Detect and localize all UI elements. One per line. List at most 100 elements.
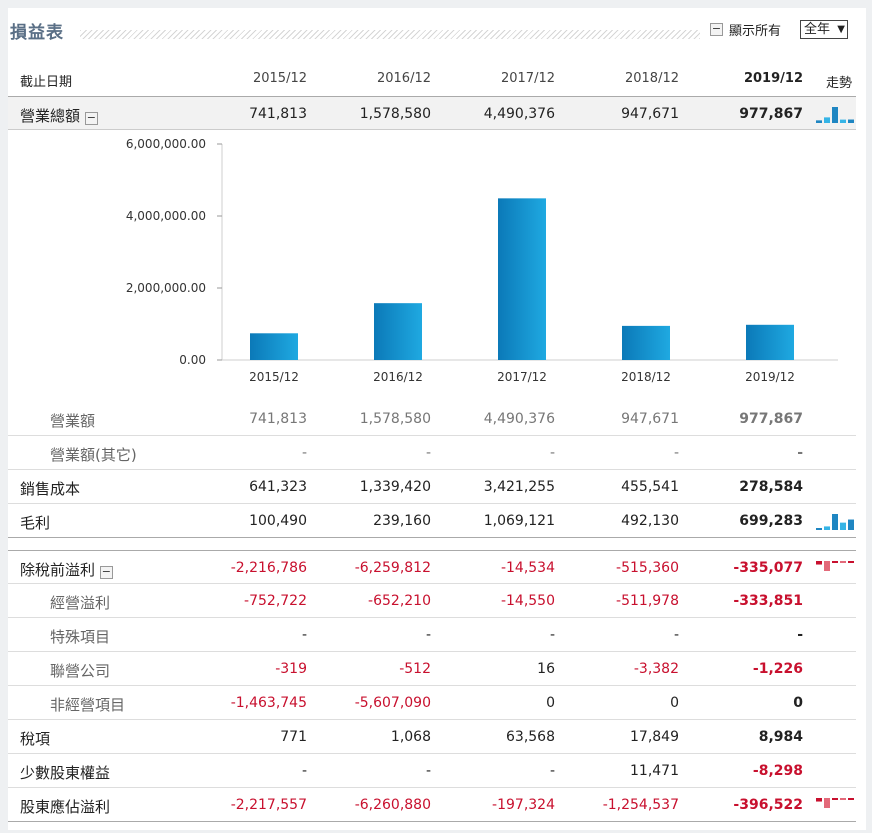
x-tick-label: 2016/12 [373,370,423,384]
sparkline-bar [832,798,838,800]
table-row-gross-profit: 毛利 100,490 239,160 1,069,121 492,130 699,283 [8,504,856,538]
row-label: 股東應佔溢利 [20,798,111,816]
cell: 239,160 [373,513,431,529]
sparkline-bar [848,519,854,530]
trend-sparkline[interactable] [814,796,858,814]
collapse-icon[interactable]: − [99,565,113,579]
cell: 278,584 [739,479,803,495]
sparkline-bar [816,798,822,802]
cell: 741,813 [249,411,307,427]
row-label: 除稅前溢利 − [20,561,113,579]
cell: -14,534 [500,560,555,576]
table-row-profit-before-tax: 除稅前溢利 − -2,216,786 -6,259,812 -14,534 -515,3… [8,550,856,584]
sparkline-bar [816,120,822,123]
cell: 1,578,580 [359,411,431,427]
row-label: 特殊項目 [50,628,111,646]
period-2015: 2015/12 [252,71,307,86]
table-row-cost-of-sales: 銷售成本 641,323 1,339,420 3,421,255 455,541 278,… [8,470,856,504]
cell: -2,217,557 [230,797,307,813]
cell: 4,490,376 [483,106,555,122]
cell: -511,978 [616,593,679,609]
cell: 1,578,580 [359,106,431,122]
cell: - [549,627,555,643]
x-tick-label: 2015/12 [249,370,299,384]
cell: - [425,763,431,779]
trend-sparkline[interactable] [814,105,858,123]
cell: - [549,763,555,779]
cell: -396,522 [733,797,803,813]
sparkline-bar [848,119,854,123]
cell: 0 [793,695,803,711]
period-2019: 2019/12 [743,71,803,86]
bar-2018/12[interactable] [622,325,670,360]
date-column-label: 截止日期 [20,75,73,90]
period-2017: 2017/12 [500,71,555,86]
sparkline-bar [832,514,838,530]
revenue-bar-chart: 0.00 2,000,000.00 4,000,000.00 6,000,000.00… [8,130,856,400]
cell: - [425,627,431,643]
cell: 1,068 [390,729,431,745]
y-tick-label: 2,000,000.00 [126,281,206,295]
cell: -512 [399,661,431,677]
row-label: 稅項 [20,730,51,748]
cell: -1,226 [752,661,803,677]
cell: 1,339,420 [359,479,431,495]
cell: 699,283 [739,513,803,529]
cell: - [673,627,679,643]
cell: -515,360 [616,560,679,576]
y-tick-label: 0.00 [179,353,206,367]
cell: 16 [537,661,555,677]
cell: 8,984 [758,729,803,745]
cell: - [797,627,803,643]
sparkline-bar [824,798,830,808]
cell: 1,069,121 [483,513,555,529]
sparkline-bar [840,561,846,563]
cell: -6,260,880 [354,797,431,813]
cell: 4,490,376 [483,411,555,427]
cell: 455,541 [621,479,679,495]
trend-sparkline[interactable] [814,512,858,530]
x-tick-label: 2019/12 [745,370,795,384]
cell: - [673,445,679,461]
period-2016: 2016/12 [376,71,431,86]
sparkline-bar [840,119,846,123]
period-select[interactable]: 全年 ▼ [800,20,848,39]
cell: -5,607,090 [354,695,431,711]
cell: 771 [280,729,307,745]
panel-header: 損益表 − 顯示所有 全年 ▼ [10,18,848,43]
table-row-special-items: 特殊項目 - - - - - [8,618,856,652]
cell: 100,490 [249,513,307,529]
bar-2019/12[interactable] [746,324,794,360]
sparkline-bar [848,798,854,800]
chevron-down-icon: ▼ [837,24,845,35]
show-all-label[interactable]: 顯示所有 [729,24,782,39]
cell: -2,216,786 [230,560,307,576]
sparkline-bar [816,528,822,530]
collapse-all-icon[interactable]: − [710,22,723,36]
show-all-toggle[interactable]: − 顯示所有 [710,20,781,39]
trend-sparkline[interactable] [814,559,858,577]
bar-2016/12[interactable] [374,303,422,360]
x-tick-label: 2018/12 [621,370,671,384]
period-select-value: 全年 [804,22,831,37]
bar-2017/12[interactable] [498,198,546,360]
sparkline-bar [824,117,830,123]
row-label: 銷售成本 [20,480,81,498]
cell: 0 [546,695,555,711]
cell: 741,813 [249,106,307,122]
collapse-icon[interactable]: − [84,111,98,125]
sparkline-bar [840,522,846,530]
bar-2015/12[interactable] [250,333,298,360]
cell: -14,550 [500,593,555,609]
cell: -6,259,812 [354,560,431,576]
cell: -652,210 [368,593,431,609]
cell: -333,851 [733,593,803,609]
cell: - [301,763,307,779]
sparkline-bar [824,526,830,530]
income-statement-panel [8,8,866,830]
row-label: 非經營項目 [50,696,126,714]
cell: 63,568 [506,729,555,745]
cell: 492,130 [621,513,679,529]
cell: -752,722 [244,593,307,609]
date-header-row: 截止日期 2015/12 2016/12 2017/12 2018/12 201… [8,62,856,96]
